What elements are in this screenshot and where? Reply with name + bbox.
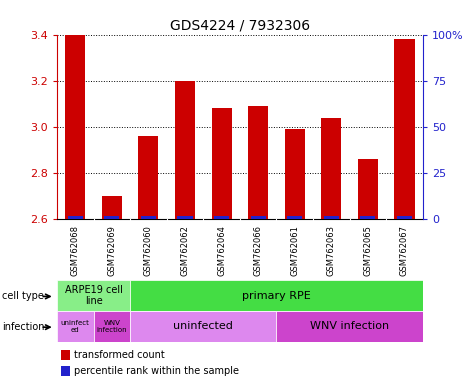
Bar <box>178 215 192 219</box>
Bar <box>138 136 159 219</box>
Bar <box>94 311 130 342</box>
Bar <box>285 129 305 219</box>
Bar <box>104 215 119 219</box>
Text: WNV
infection: WNV infection <box>96 320 127 333</box>
Text: percentile rank within the sample: percentile rank within the sample <box>74 366 239 376</box>
Bar <box>324 215 339 219</box>
Bar <box>287 215 302 219</box>
Text: ARPE19 cell
line: ARPE19 cell line <box>65 285 123 306</box>
Bar <box>130 280 423 311</box>
Text: WNV infection: WNV infection <box>310 321 389 331</box>
Bar <box>358 159 378 219</box>
Bar <box>102 196 122 219</box>
Text: primary RPE: primary RPE <box>242 291 311 301</box>
Bar <box>61 351 70 360</box>
Bar <box>130 311 276 342</box>
Bar <box>65 35 86 219</box>
Bar <box>68 215 83 219</box>
Bar <box>141 215 156 219</box>
Bar <box>57 280 130 311</box>
Bar <box>361 215 375 219</box>
Bar <box>61 366 70 376</box>
Bar <box>214 215 229 219</box>
Text: transformed count: transformed count <box>74 350 165 360</box>
Bar <box>394 39 415 219</box>
Bar <box>397 215 412 219</box>
Text: cell type: cell type <box>2 291 44 301</box>
Bar <box>211 108 232 219</box>
Text: uninfected: uninfected <box>173 321 233 331</box>
Title: GDS4224 / 7932306: GDS4224 / 7932306 <box>170 18 310 32</box>
Text: uninfect
ed: uninfect ed <box>61 320 90 333</box>
Bar <box>321 118 342 219</box>
Bar <box>276 311 423 342</box>
Bar <box>175 81 195 219</box>
Bar <box>57 311 94 342</box>
Text: infection: infection <box>2 322 45 332</box>
Bar <box>248 106 268 219</box>
Bar <box>251 215 266 219</box>
